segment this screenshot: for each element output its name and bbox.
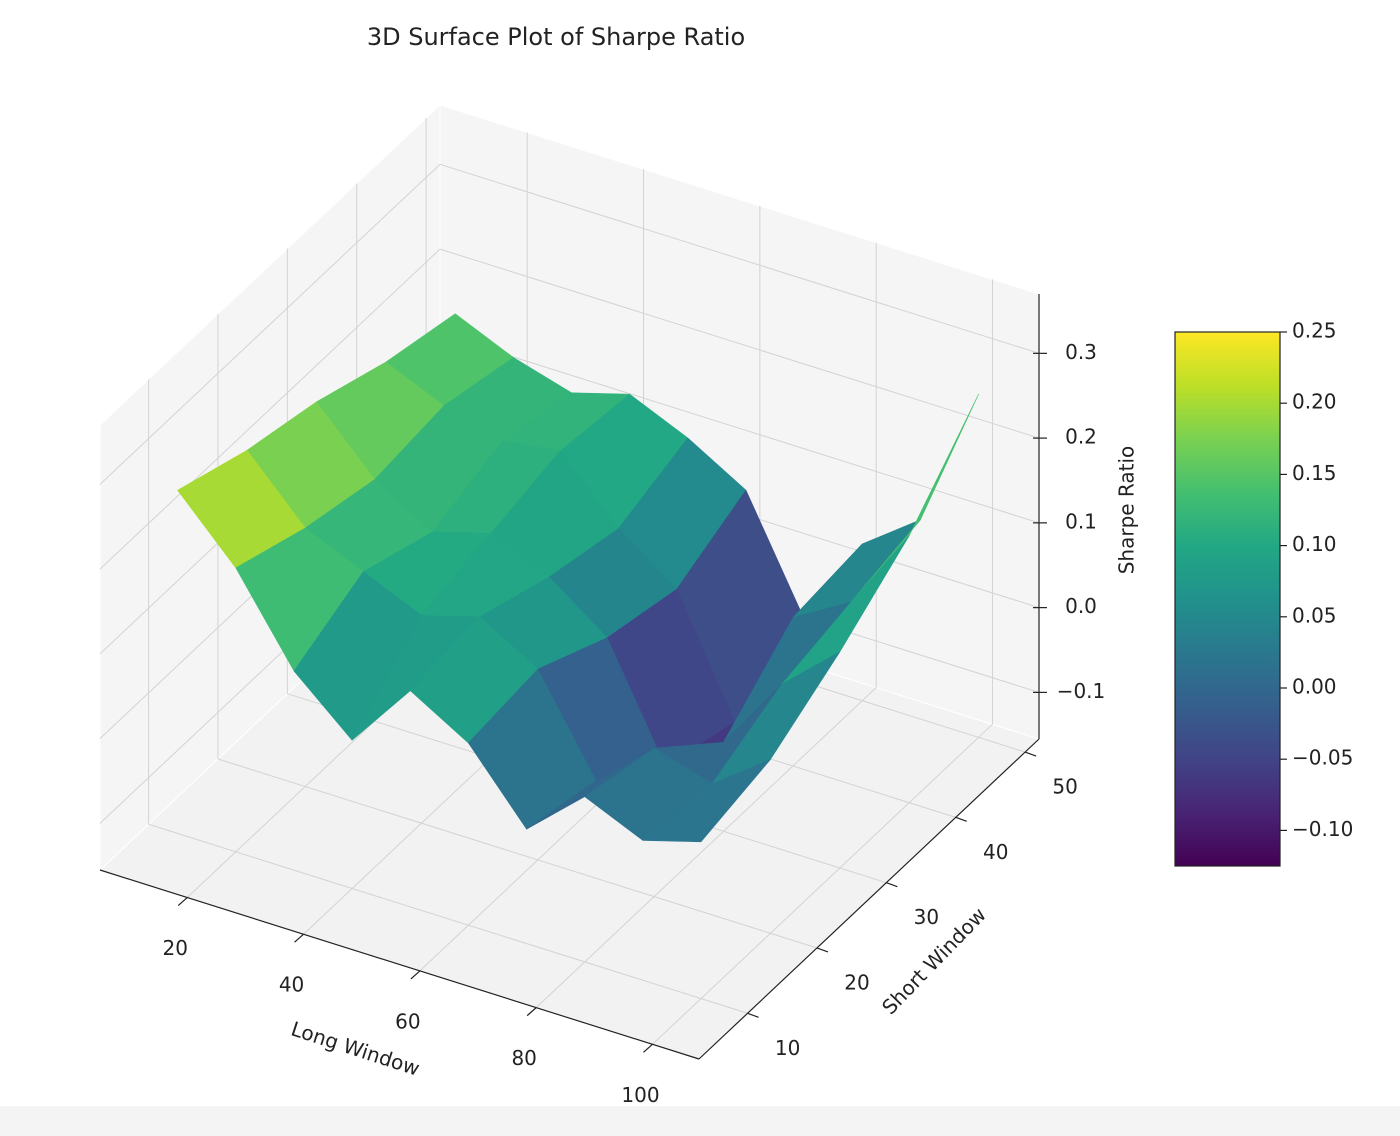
x-tick [294,933,304,943]
colorbar-tick-label: 0.05 [1292,603,1337,627]
colorbar-tick-label: 0.15 [1292,461,1337,485]
x-tick [526,1007,537,1017]
bottom-strip [0,1106,1400,1136]
axis-line [99,869,700,1060]
colorbar-tick-label: 0.10 [1292,532,1337,556]
z-tick-label: 0.3 [1065,340,1097,364]
y-tick-label: 50 [1052,775,1077,799]
colorbar [1174,331,1281,867]
x-tick-label: 40 [279,973,304,997]
grid-line [652,723,993,1045]
y-tick-label: 40 [983,840,1008,864]
grid-line [535,687,877,1008]
grid-line [439,333,1040,524]
x-tick [643,1043,653,1053]
z-tick-label: 0.1 [1065,509,1097,533]
y-tick-label: 20 [844,970,869,994]
grid-line [99,248,441,570]
x-tick [410,970,421,980]
z-tick-label: 0.2 [1065,425,1097,449]
axis-line [698,738,1040,1060]
x-tick [177,897,188,906]
z-tick-label: −0.1 [1057,679,1106,703]
y-tick-label: 30 [914,905,939,929]
y-tick [886,882,898,888]
y-tick-label: 10 [775,1036,800,1060]
z-axis-label: Sharpe Ratio [1115,446,1139,575]
colorbar-tick-label: 0.20 [1292,390,1337,414]
chart: 3D Surface Plot of Sharpe Ratio Long Win… [99,23,1353,1107]
y-tick [955,816,967,822]
grid-line [99,163,441,485]
y-tick [747,1012,759,1018]
colorbar-tick-label: −0.05 [1292,746,1353,770]
x-tick-label: 80 [511,1046,536,1070]
colorbar-tick-label: 0.25 [1292,319,1337,343]
colorbar-tick-label: −0.10 [1292,817,1353,841]
y-tick [1024,751,1037,757]
y-tick [816,947,829,953]
grid-line [148,823,748,1014]
scene [99,103,1047,1060]
x-tick-label: 60 [395,1009,420,1033]
chart-title: 3D Surface Plot of Sharpe Ratio [367,23,745,51]
grid-line [439,163,1040,354]
grid-line [439,248,1040,439]
surface-face [642,759,771,843]
grid-line [217,758,818,949]
x-tick-label: 20 [163,936,188,960]
z-tick-label: 0.0 [1065,594,1097,618]
colorbar-tick-label: 0.00 [1292,675,1337,699]
x-tick-label: 100 [621,1083,659,1106]
